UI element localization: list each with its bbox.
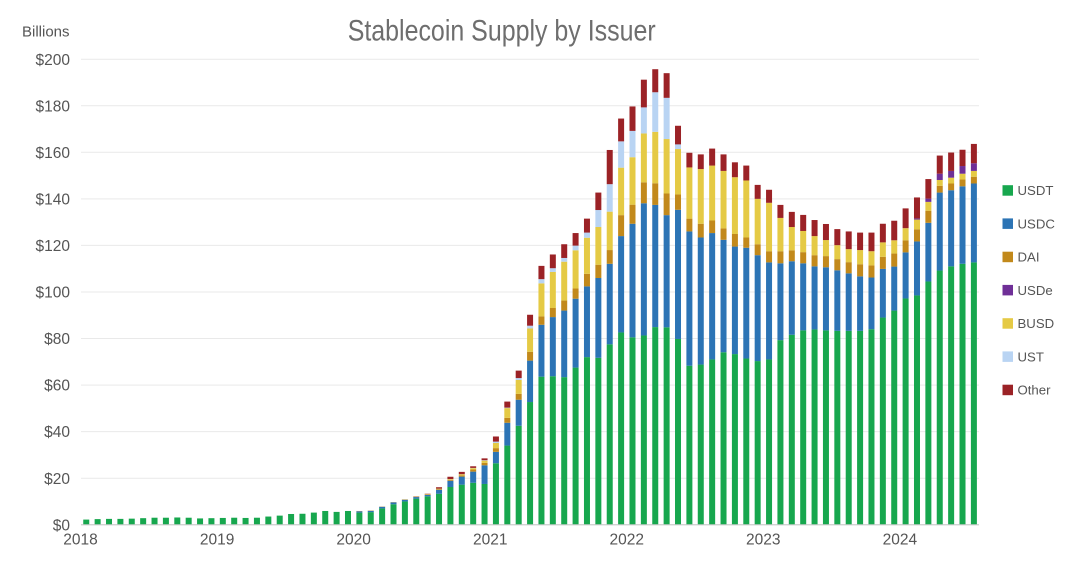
svg-text:$40: $40 [44, 424, 70, 441]
svg-text:$160: $160 [36, 145, 71, 162]
svg-text:$0: $0 [53, 517, 71, 534]
svg-text:Billions: Billions [22, 24, 70, 41]
svg-text:USDT: USDT [1018, 183, 1054, 198]
svg-text:Stablecoin Supply by Issuer: Stablecoin Supply by Issuer [348, 15, 656, 48]
svg-text:USDe: USDe [1018, 283, 1053, 298]
svg-text:Other: Other [1018, 383, 1052, 398]
svg-text:2023: 2023 [746, 532, 780, 549]
svg-text:2022: 2022 [610, 532, 644, 549]
svg-text:$180: $180 [36, 98, 71, 115]
svg-text:2021: 2021 [473, 532, 507, 549]
svg-text:$140: $140 [36, 192, 71, 209]
svg-text:$80: $80 [44, 331, 70, 348]
svg-text:$120: $120 [36, 238, 71, 255]
svg-text:2019: 2019 [200, 532, 234, 549]
svg-text:DAI: DAI [1018, 250, 1040, 265]
svg-text:BUSD: BUSD [1018, 316, 1055, 331]
svg-text:$200: $200 [36, 52, 71, 69]
svg-text:2018: 2018 [63, 532, 97, 549]
svg-text:2024: 2024 [883, 532, 918, 549]
svg-text:UST: UST [1018, 349, 1044, 364]
svg-text:$100: $100 [36, 285, 71, 302]
svg-text:USDC: USDC [1018, 216, 1056, 231]
svg-text:$60: $60 [44, 378, 70, 395]
svg-text:$20: $20 [44, 471, 70, 488]
svg-text:2020: 2020 [336, 532, 371, 549]
